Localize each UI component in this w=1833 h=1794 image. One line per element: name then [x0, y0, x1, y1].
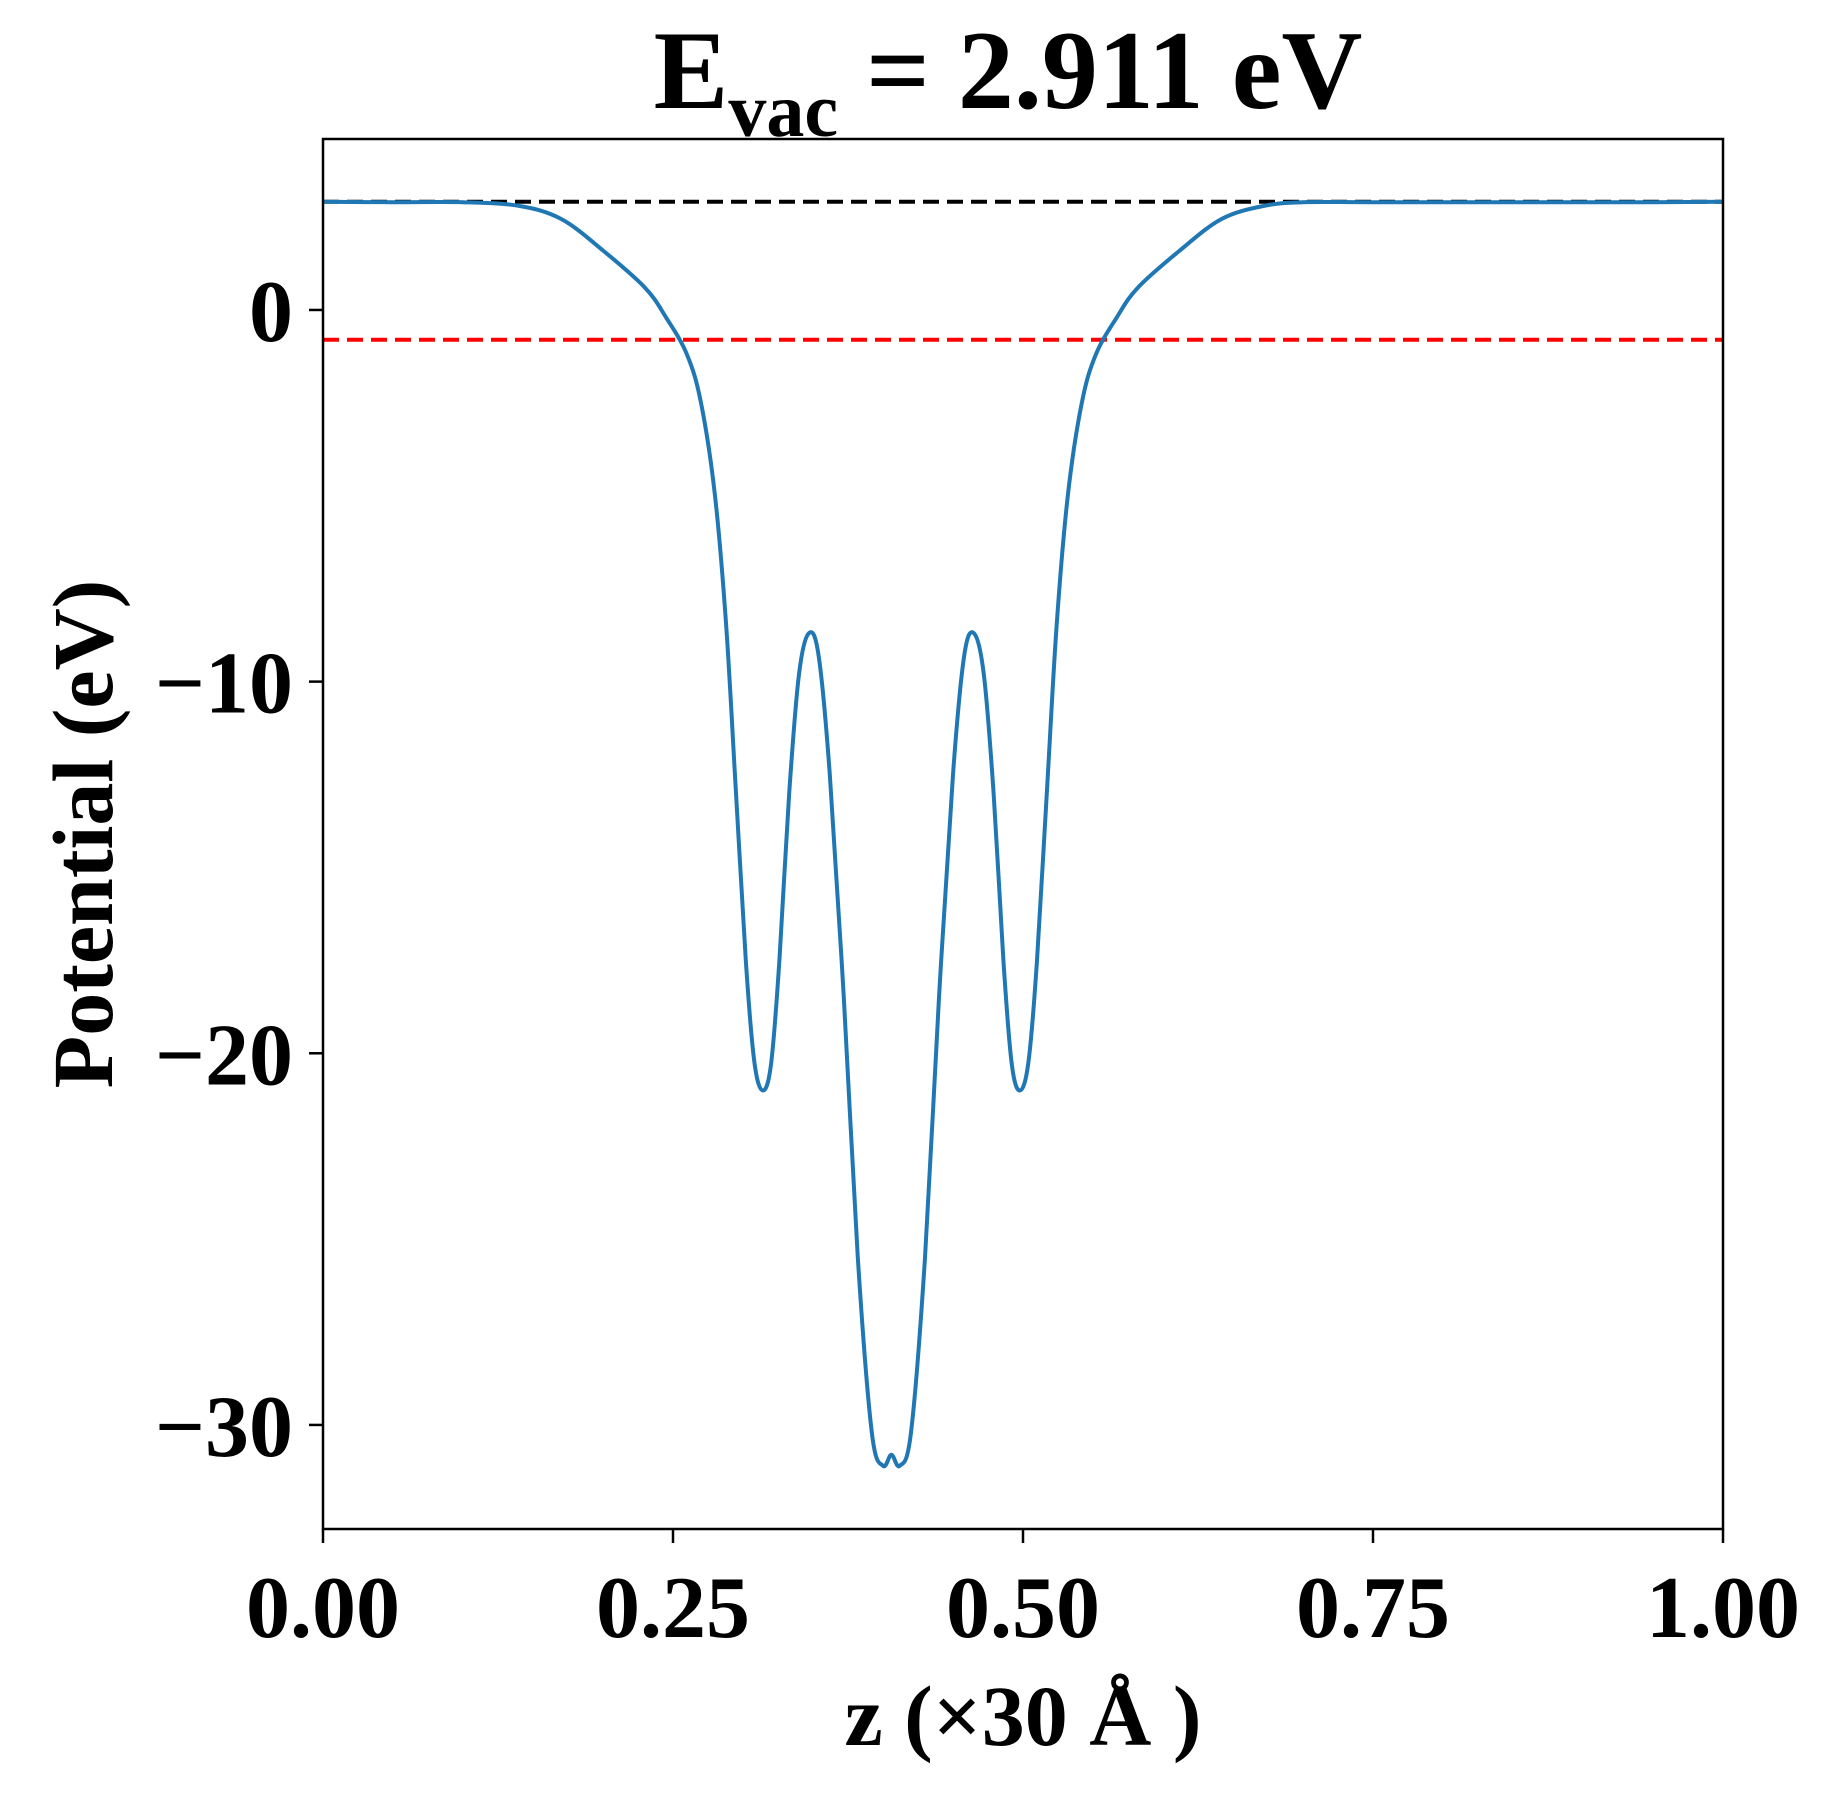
y-tick-label: −20: [155, 1007, 293, 1104]
x-tick-label: 0.75: [1296, 1560, 1450, 1657]
series-line: [322, 199, 1724, 1469]
axes-frame: [321, 137, 1725, 1531]
y-tick-label: 0: [249, 264, 293, 361]
chart-title: Evac = 2.911 eV: [654, 9, 1363, 153]
title-main: E: [654, 9, 729, 133]
title-subscript: vac: [728, 69, 838, 153]
x-tick-label: 0.50: [946, 1560, 1100, 1657]
svg-text:Evac = 2.911 eV: Evac = 2.911 eV: [654, 9, 1363, 153]
y-tick-label: −30: [155, 1379, 293, 1476]
plot-area: [321, 137, 1725, 1531]
x-axis: 0.00 0.25 0.50 0.75 1.00: [246, 1529, 1800, 1657]
y-tick-label: −10: [155, 636, 293, 733]
x-tick-label: 1.00: [1646, 1560, 1800, 1657]
y-axis-label: Potential (eV): [35, 580, 131, 1089]
y-axis: 0 −10 −20 −30: [155, 264, 323, 1476]
title-rest: = 2.911 eV: [838, 9, 1362, 133]
x-tick-label: 0.25: [596, 1560, 750, 1657]
x-tick-label: 0.00: [246, 1560, 400, 1657]
x-axis-label: z (×30 Å ): [844, 1668, 1201, 1764]
